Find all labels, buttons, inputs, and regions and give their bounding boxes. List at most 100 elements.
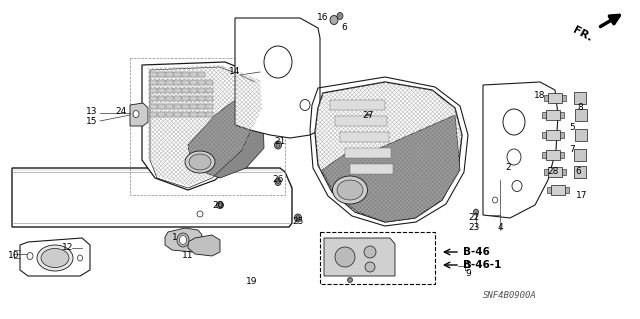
Ellipse shape (337, 180, 363, 200)
Text: 25: 25 (292, 218, 304, 226)
Ellipse shape (189, 154, 211, 170)
Text: 6: 6 (341, 24, 347, 33)
Polygon shape (548, 167, 562, 177)
Polygon shape (190, 72, 197, 77)
Polygon shape (206, 112, 213, 117)
Polygon shape (198, 72, 205, 77)
Text: 17: 17 (576, 191, 588, 201)
Polygon shape (174, 80, 181, 85)
Polygon shape (190, 112, 197, 117)
Polygon shape (544, 95, 548, 101)
Polygon shape (206, 88, 213, 93)
Ellipse shape (512, 181, 522, 191)
Polygon shape (315, 82, 462, 222)
Ellipse shape (365, 262, 375, 272)
Ellipse shape (493, 197, 497, 203)
Polygon shape (198, 80, 205, 85)
Polygon shape (182, 104, 189, 109)
Polygon shape (547, 187, 551, 193)
Polygon shape (235, 18, 320, 138)
Polygon shape (190, 80, 197, 85)
Ellipse shape (216, 202, 223, 209)
Ellipse shape (179, 235, 186, 244)
Text: 10: 10 (8, 250, 20, 259)
Polygon shape (150, 80, 157, 85)
Polygon shape (198, 88, 205, 93)
Text: 23: 23 (468, 222, 480, 232)
Ellipse shape (294, 214, 301, 222)
Ellipse shape (264, 46, 292, 78)
Polygon shape (483, 82, 558, 218)
Polygon shape (206, 80, 213, 85)
Polygon shape (340, 132, 389, 142)
Ellipse shape (133, 110, 139, 117)
Text: 5: 5 (569, 123, 575, 132)
Ellipse shape (366, 115, 370, 121)
Ellipse shape (333, 176, 367, 204)
Polygon shape (166, 80, 173, 85)
Polygon shape (562, 95, 566, 101)
Ellipse shape (185, 151, 215, 173)
Polygon shape (345, 148, 391, 158)
Polygon shape (574, 149, 586, 161)
Text: 18: 18 (534, 91, 546, 100)
Text: 8: 8 (577, 103, 583, 113)
Polygon shape (166, 96, 173, 101)
Polygon shape (206, 96, 213, 101)
Polygon shape (190, 104, 197, 109)
Polygon shape (182, 112, 189, 117)
Polygon shape (575, 109, 587, 121)
Polygon shape (206, 104, 213, 109)
Polygon shape (130, 103, 148, 126)
Polygon shape (560, 112, 564, 118)
Polygon shape (542, 112, 546, 118)
Ellipse shape (348, 278, 353, 283)
Ellipse shape (276, 180, 280, 184)
Ellipse shape (77, 255, 83, 261)
Text: 13: 13 (86, 108, 98, 116)
Ellipse shape (218, 203, 222, 207)
Text: 9: 9 (465, 269, 471, 278)
Text: 28: 28 (547, 167, 559, 176)
Polygon shape (190, 96, 197, 101)
Text: 2: 2 (505, 162, 511, 172)
Text: 15: 15 (86, 116, 98, 125)
Text: 3: 3 (465, 261, 471, 270)
Ellipse shape (37, 245, 73, 271)
Text: 4: 4 (497, 224, 503, 233)
Polygon shape (551, 185, 565, 195)
Polygon shape (188, 80, 264, 178)
Polygon shape (150, 104, 157, 109)
Text: 20: 20 (212, 201, 224, 210)
Text: 6: 6 (575, 167, 581, 176)
Text: 19: 19 (246, 277, 258, 286)
Polygon shape (574, 166, 586, 178)
Text: 12: 12 (62, 243, 74, 253)
Text: 24: 24 (115, 108, 127, 116)
Polygon shape (158, 80, 165, 85)
Text: SNF4B0900A: SNF4B0900A (483, 292, 537, 300)
Polygon shape (542, 132, 546, 138)
Polygon shape (166, 88, 173, 93)
Polygon shape (322, 115, 460, 222)
Ellipse shape (197, 211, 203, 217)
Text: 21: 21 (275, 137, 285, 146)
Polygon shape (150, 112, 157, 117)
Polygon shape (20, 238, 90, 276)
Polygon shape (166, 104, 173, 109)
Text: 16: 16 (317, 13, 329, 23)
Polygon shape (150, 72, 157, 77)
Polygon shape (182, 72, 189, 77)
Ellipse shape (296, 216, 300, 220)
Polygon shape (560, 152, 564, 158)
Polygon shape (542, 152, 546, 158)
Ellipse shape (337, 12, 343, 19)
Polygon shape (546, 110, 560, 120)
Polygon shape (158, 104, 165, 109)
Text: 1: 1 (172, 233, 178, 241)
Text: 14: 14 (229, 68, 241, 77)
Ellipse shape (275, 141, 282, 149)
Ellipse shape (300, 100, 310, 110)
Ellipse shape (503, 109, 525, 135)
Ellipse shape (276, 143, 280, 147)
